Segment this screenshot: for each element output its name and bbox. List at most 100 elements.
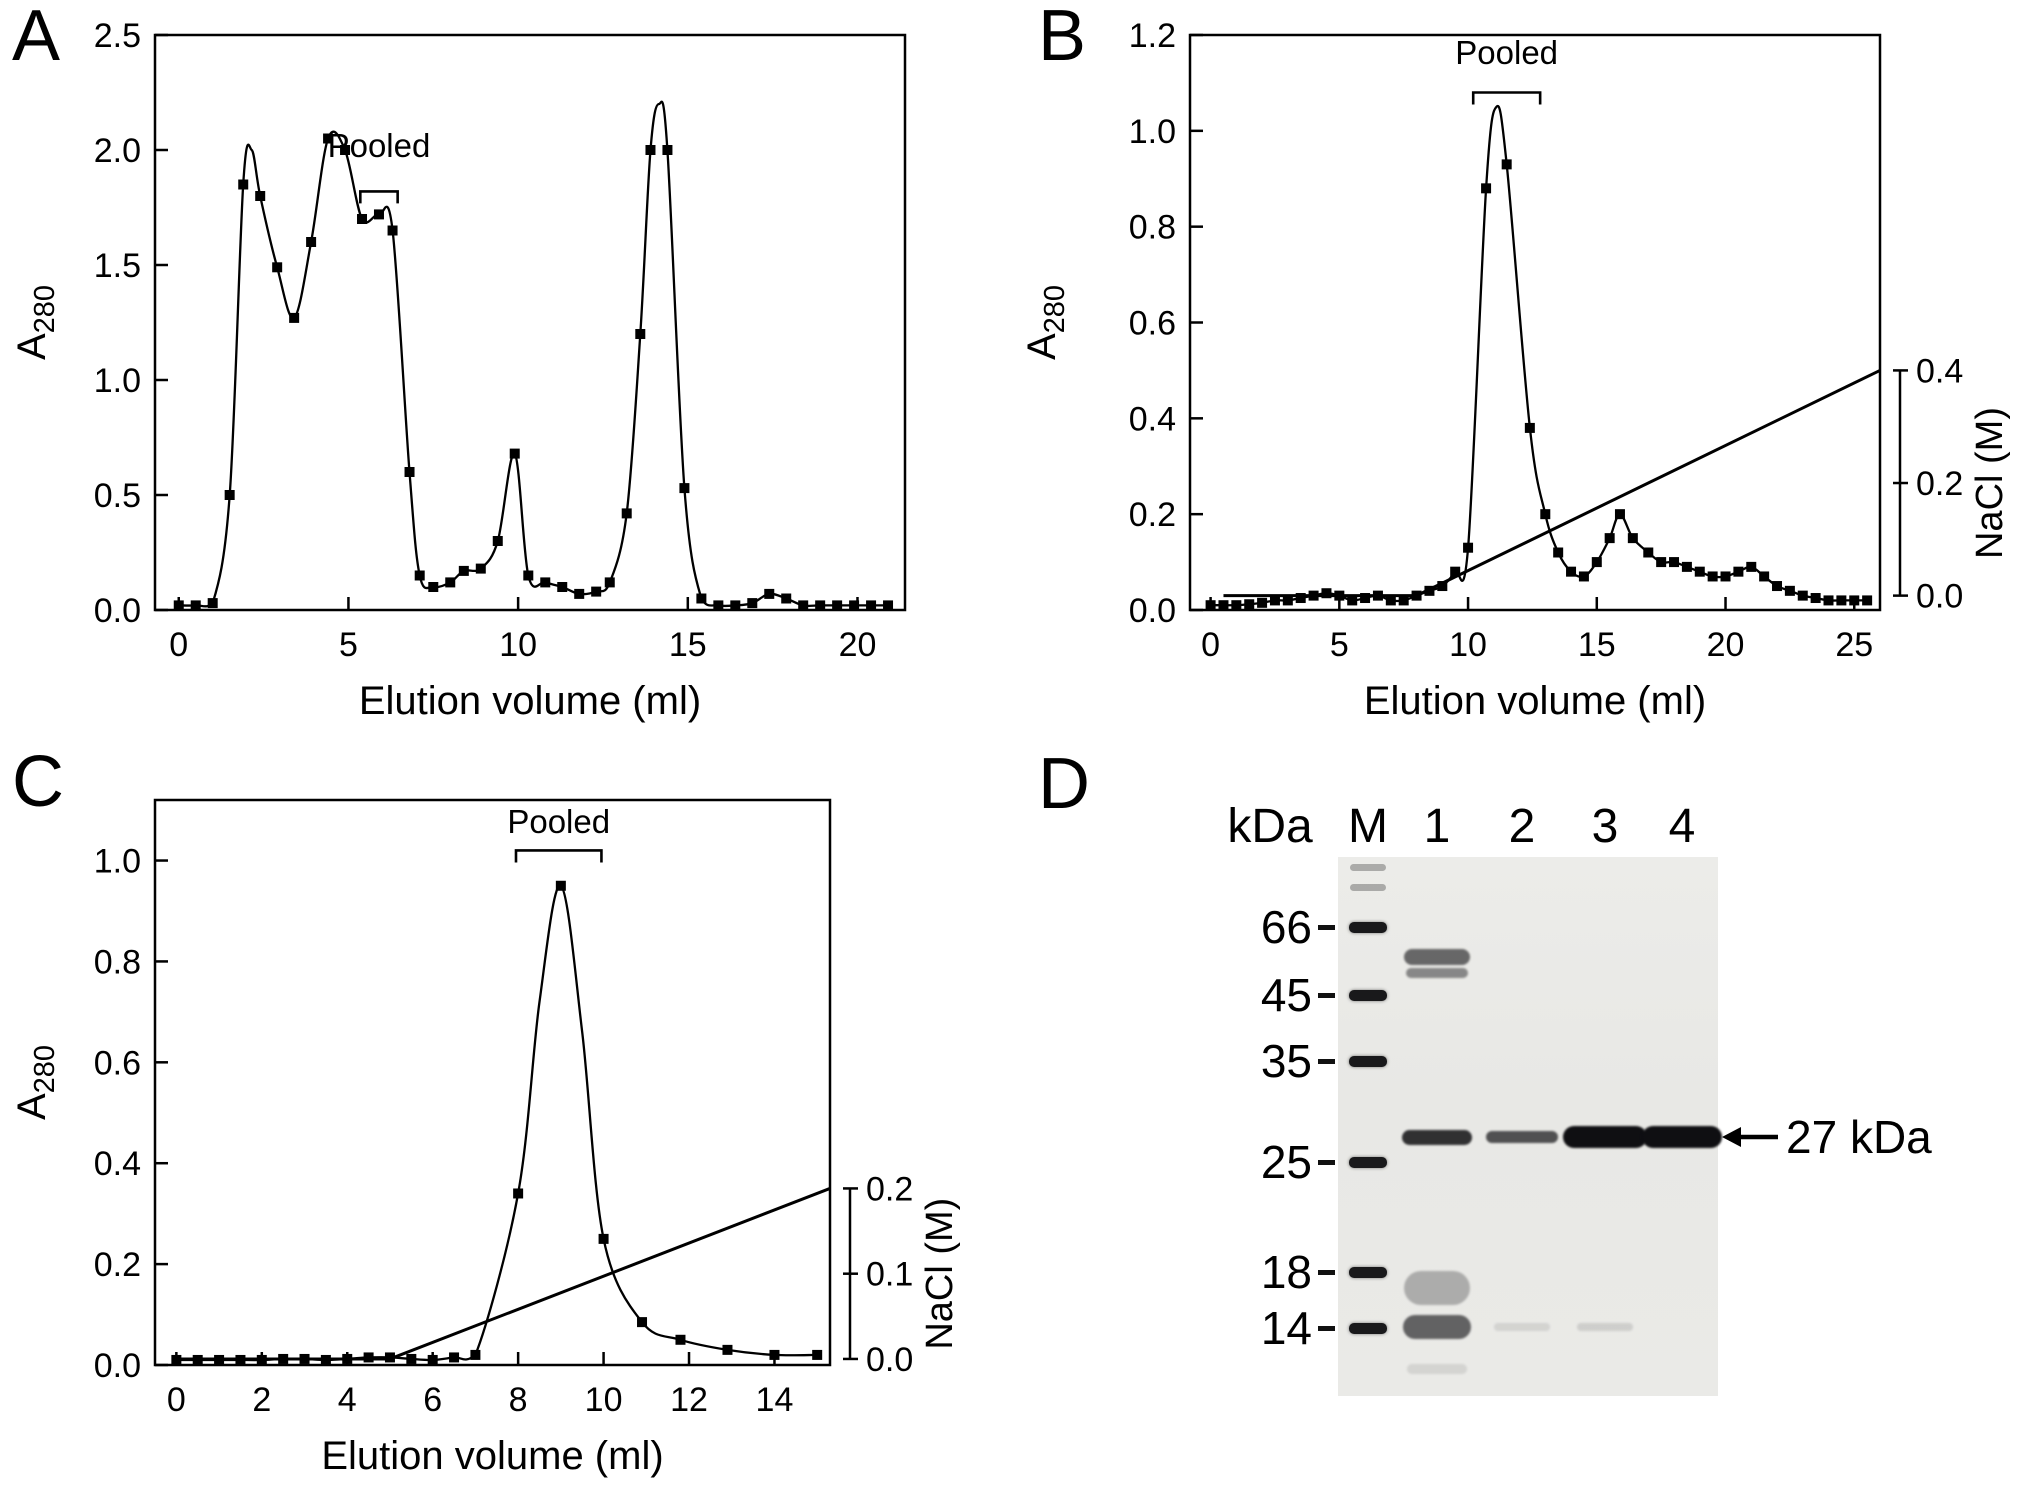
svg-text:NaCl (M): NaCl (M) xyxy=(919,1198,961,1350)
svg-text:0.0: 0.0 xyxy=(1129,592,1176,630)
marker-label-66: 66 xyxy=(1260,901,1312,954)
pooled-label: Pooled xyxy=(328,127,431,164)
lane-label-1: 1 xyxy=(1423,800,1451,853)
svg-text:0: 0 xyxy=(169,626,188,664)
svg-text:20: 20 xyxy=(839,626,877,664)
axes: 0 5 10 15 20 25 0.0 0.2 0.4 0.6 0.8 1.0 1.2 Elution v… xyxy=(1020,17,1873,723)
marker-band xyxy=(1349,1156,1387,1168)
kda-header: kDa xyxy=(1227,800,1313,853)
marker-label-25: 25 xyxy=(1260,1135,1312,1188)
sample-band xyxy=(1403,1315,1471,1339)
svg-text:0.2: 0.2 xyxy=(1916,465,1963,503)
sample-band xyxy=(1494,1323,1550,1331)
sample-band xyxy=(1577,1323,1633,1331)
plot-frame xyxy=(153,33,907,612)
arrow-icon xyxy=(1722,1123,1778,1151)
svg-text:0.0: 0.0 xyxy=(866,1341,913,1379)
svg-text:0.0: 0.0 xyxy=(94,1347,141,1385)
y-axis-label: A280 xyxy=(1020,285,1071,360)
marker-tick xyxy=(1318,1270,1335,1276)
sample-band xyxy=(1402,1129,1472,1145)
panel-c-chart: 0 2 4 6 8 10 12 14 0.0 0.2 0.4 0.6 0.8 1.0 Elution vol… xyxy=(10,798,961,1478)
marker-label-35: 35 xyxy=(1260,1035,1312,1088)
panel-c-letter: C xyxy=(12,742,64,822)
series-line xyxy=(178,100,888,608)
svg-text:4: 4 xyxy=(338,1381,357,1419)
panel-a-letter: A xyxy=(12,0,61,76)
marker-band xyxy=(1349,989,1387,1001)
x-axis-label: Elution volume (ml) xyxy=(321,1434,663,1478)
svg-text:1.5: 1.5 xyxy=(94,247,141,285)
svg-text:5: 5 xyxy=(1330,626,1349,664)
svg-text:8: 8 xyxy=(509,1381,528,1419)
marker-tick xyxy=(1318,1159,1335,1165)
marker-tick xyxy=(1318,925,1335,931)
svg-text:0.2: 0.2 xyxy=(94,1246,141,1284)
pooled-bracket: Pooled xyxy=(1455,34,1558,105)
sample-band xyxy=(1563,1126,1647,1149)
svg-text:A280: A280 xyxy=(10,1045,61,1120)
marker-band-faint xyxy=(1350,863,1386,871)
marker-band xyxy=(1349,1056,1387,1068)
panel-b-letter: B xyxy=(1038,0,1087,76)
series-markers xyxy=(173,133,894,611)
marker-band xyxy=(1349,1267,1387,1279)
svg-text:5: 5 xyxy=(339,626,358,664)
marker-band-faint xyxy=(1350,883,1386,891)
series-line xyxy=(1210,104,1868,607)
svg-text:0.2: 0.2 xyxy=(866,1170,913,1208)
svg-text:0.4: 0.4 xyxy=(94,1145,141,1183)
lane-label-3: 3 xyxy=(1591,800,1619,853)
svg-text:0: 0 xyxy=(1201,626,1220,664)
svg-text:0.2: 0.2 xyxy=(1129,496,1176,534)
sample-band xyxy=(1404,1271,1470,1306)
y-axis-label: A280 xyxy=(10,1045,61,1120)
svg-text:0.4: 0.4 xyxy=(1129,400,1176,438)
svg-text:1.0: 1.0 xyxy=(94,843,141,881)
sample-band xyxy=(1642,1126,1722,1149)
marker-tick xyxy=(1318,1059,1335,1065)
sample-band xyxy=(1404,948,1470,965)
svg-text:12: 12 xyxy=(670,1381,708,1419)
axes: 0 2 4 6 8 10 12 14 0.0 0.2 0.4 0.6 0.8 1.0 Elution vol… xyxy=(10,843,793,1478)
sample-band xyxy=(1486,1131,1558,1144)
svg-text:10: 10 xyxy=(1449,626,1487,664)
svg-text:2: 2 xyxy=(252,1381,271,1419)
svg-text:0.0: 0.0 xyxy=(94,592,141,630)
svg-text:1.0: 1.0 xyxy=(94,362,141,400)
x-axis-label: Elution volume (ml) xyxy=(359,679,701,723)
axes: 0 5 10 15 20 0.0 0.5 1.0 1.5 2.0 2.5 Elution volume… xyxy=(10,17,876,723)
svg-text:0.6: 0.6 xyxy=(94,1044,141,1082)
svg-text:0.8: 0.8 xyxy=(94,943,141,981)
marker-band xyxy=(1349,1323,1387,1335)
sample-band xyxy=(1406,967,1468,978)
svg-text:10: 10 xyxy=(499,626,537,664)
svg-text:15: 15 xyxy=(669,626,707,664)
sample-band xyxy=(1407,1364,1467,1375)
svg-text:2.5: 2.5 xyxy=(94,17,141,55)
svg-text:25: 25 xyxy=(1835,626,1873,664)
svg-text:0.8: 0.8 xyxy=(1129,209,1176,247)
y-axis-label: A280 xyxy=(10,285,61,360)
svg-text:0.6: 0.6 xyxy=(1129,305,1176,343)
lane-label-M: M xyxy=(1348,800,1388,853)
svg-text:1.0: 1.0 xyxy=(1129,113,1176,151)
x-axis-label: Elution volume (ml) xyxy=(1364,679,1706,723)
svg-text:10: 10 xyxy=(585,1381,623,1419)
svg-text:1.2: 1.2 xyxy=(1129,17,1176,55)
pooled-label: Pooled xyxy=(507,803,610,840)
series-markers xyxy=(171,880,823,1365)
svg-text:0.0: 0.0 xyxy=(1916,578,1963,616)
band-annotation-label: 27 kDa xyxy=(1786,1111,1932,1164)
pooled-label: Pooled xyxy=(1455,34,1558,71)
svg-text:0.1: 0.1 xyxy=(866,1256,913,1294)
series-markers xyxy=(1205,159,1873,611)
svg-text:2.0: 2.0 xyxy=(94,132,141,170)
pooled-bracket: Pooled xyxy=(507,803,610,863)
marker-label-45: 45 xyxy=(1260,968,1312,1021)
panel-b-chart: 0 5 10 15 20 25 0.0 0.2 0.4 0.6 0.8 1.0 1.2 Elution v… xyxy=(1020,17,2011,723)
svg-text:0.5: 0.5 xyxy=(94,477,141,515)
marker-tick xyxy=(1318,1326,1335,1332)
svg-text:20: 20 xyxy=(1707,626,1745,664)
